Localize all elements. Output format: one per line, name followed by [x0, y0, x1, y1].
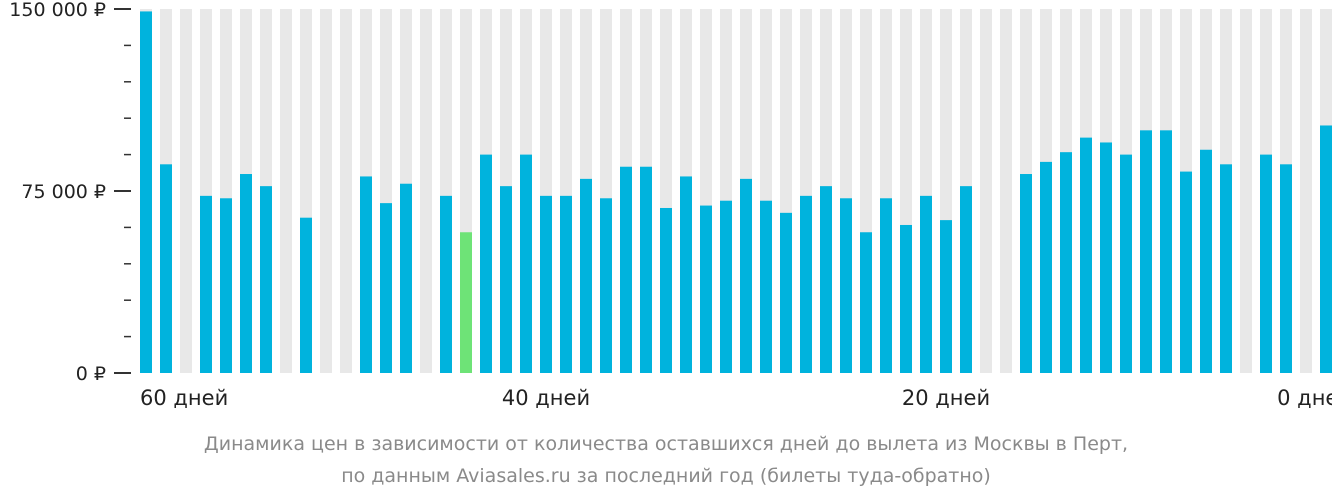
price-bar[interactable]	[260, 186, 272, 373]
price-bar[interactable]	[300, 217, 312, 373]
price-bar[interactable]	[720, 200, 732, 373]
price-bar[interactable]	[520, 154, 532, 373]
price-bar[interactable]	[1120, 154, 1132, 373]
chart-caption-line-1: Динамика цен в зависимости от количества…	[203, 433, 1129, 455]
price-bar[interactable]	[500, 186, 512, 373]
price-bar[interactable]	[1080, 137, 1092, 373]
price-bar[interactable]	[620, 166, 632, 373]
price-bar[interactable]	[680, 176, 692, 373]
price-bar[interactable]	[700, 205, 712, 373]
highlighted-price-bar[interactable]	[460, 232, 472, 373]
price-bar[interactable]	[1100, 142, 1112, 373]
price-bar[interactable]	[880, 198, 892, 373]
price-bar[interactable]	[640, 166, 652, 373]
price-bar[interactable]	[1180, 171, 1192, 373]
price-bar[interactable]	[1200, 149, 1212, 373]
price-bar[interactable]	[240, 174, 252, 373]
price-bar[interactable]	[1140, 130, 1152, 373]
price-bar[interactable]	[1160, 130, 1172, 373]
price-bar[interactable]	[940, 220, 952, 373]
price-bar[interactable]	[580, 178, 592, 373]
price-bar[interactable]	[780, 212, 792, 373]
price-bar[interactable]	[480, 154, 492, 373]
price-bar[interactable]	[1020, 174, 1032, 373]
x-tick-label: 20 дней	[902, 386, 990, 410]
bar-background	[280, 9, 292, 373]
price-bar[interactable]	[1320, 125, 1332, 373]
price-bar[interactable]	[440, 195, 452, 373]
y-tick-label: 75 000 ₽	[21, 181, 106, 203]
price-bar[interactable]	[900, 224, 912, 373]
price-bar[interactable]	[1280, 164, 1292, 373]
price-bar[interactable]	[760, 200, 772, 373]
bar-background	[980, 9, 992, 373]
price-bar[interactable]	[800, 195, 812, 373]
bar-background	[320, 9, 332, 373]
price-bar[interactable]	[1260, 154, 1272, 373]
bar-background	[340, 9, 352, 373]
price-bar[interactable]	[400, 183, 412, 373]
y-axis: 150 000 ₽ 75 000 ₽ 0 ₽	[9, 0, 131, 385]
price-bar[interactable]	[860, 232, 872, 373]
bar-background	[420, 9, 432, 373]
bar-background	[180, 9, 192, 373]
price-bar[interactable]	[740, 178, 752, 373]
x-axis-labels: 60 дней 40 дней 20 дней 0 дней	[140, 386, 1332, 410]
chart-caption-line-2: по данным Aviasales.ru за последний год …	[341, 465, 991, 487]
price-bar[interactable]	[140, 11, 152, 373]
price-bar[interactable]	[600, 198, 612, 373]
price-bar[interactable]	[540, 195, 552, 373]
y-tick-label: 0 ₽	[76, 363, 106, 385]
price-bar[interactable]	[820, 186, 832, 373]
y-tick-label: 150 000 ₽	[9, 0, 106, 21]
bar-background	[1300, 9, 1312, 373]
price-bar[interactable]	[360, 176, 372, 373]
x-tick-label: 0 дней	[1277, 386, 1332, 410]
price-bar[interactable]	[960, 186, 972, 373]
price-bar[interactable]	[220, 198, 232, 373]
bar-background	[1240, 9, 1252, 373]
price-bar[interactable]	[200, 195, 212, 373]
price-bar[interactable]	[1220, 164, 1232, 373]
price-bar[interactable]	[160, 164, 172, 373]
price-bar[interactable]	[1060, 152, 1072, 373]
price-bar[interactable]	[560, 195, 572, 373]
price-bar[interactable]	[920, 195, 932, 373]
price-bar[interactable]	[840, 198, 852, 373]
bar-background	[1000, 9, 1012, 373]
price-bar[interactable]	[660, 207, 672, 373]
price-bar[interactable]	[380, 203, 392, 373]
x-tick-label: 40 дней	[502, 386, 590, 410]
x-tick-label: 60 дней	[140, 386, 228, 410]
price-bars	[140, 11, 1332, 373]
background-columns	[140, 9, 1332, 373]
price-bar[interactable]	[1040, 161, 1052, 373]
